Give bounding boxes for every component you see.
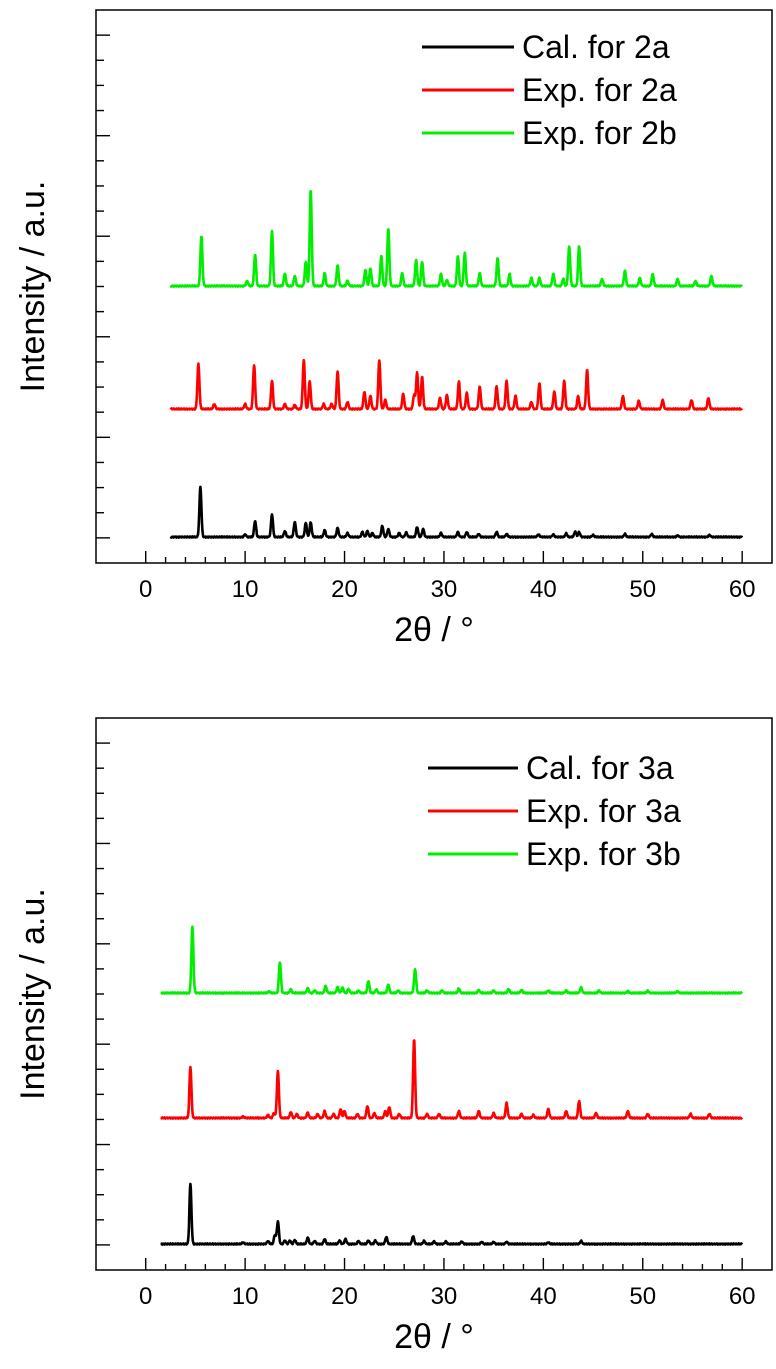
- y-axis-label: Intensity / a.u.: [14, 888, 52, 1100]
- series-line-1: [159, 1182, 744, 1246]
- chart-panel-1: 0 10 20 30 40 50 60 2θ / ° Intensity / a.u. Cal. …: [14, 9, 773, 649]
- chart-panel-2: 0 10 20 30 40 50 60 2θ / ° Intensity / a.u. Cal. …: [14, 717, 773, 1356]
- legend-entry-3: Exp. for 2b: [522, 115, 677, 151]
- x-tick-label: 50: [629, 1283, 656, 1310]
- x-tick-label: 60: [729, 576, 756, 603]
- legend-entry-1: Cal. for 3a: [526, 750, 674, 786]
- series-line-2: [159, 1039, 744, 1120]
- x-tick-label: 20: [331, 1283, 358, 1310]
- series-line-3: [169, 190, 744, 288]
- x-tick-label: 40: [530, 576, 557, 603]
- legend-entry-2: Exp. for 2a: [522, 72, 677, 108]
- y-axis-label: Intensity / a.u.: [14, 181, 52, 393]
- legend-entry-1: Cal. for 2a: [522, 29, 670, 65]
- x-tick-label: 60: [729, 1283, 756, 1310]
- x-tick-label: 10: [232, 1283, 259, 1310]
- x-tick-label: 10: [232, 576, 259, 603]
- legend-entry-3: Exp. for 3b: [526, 836, 681, 872]
- series-line-2: [169, 358, 744, 411]
- x-tick-label: 50: [629, 576, 656, 603]
- series-line-1: [169, 485, 744, 539]
- x-tick-label: 40: [530, 1283, 557, 1310]
- x-tick-label: 0: [139, 576, 152, 603]
- x-axis-label: 2θ / °: [394, 611, 474, 649]
- legend-entry-2: Exp. for 3a: [526, 793, 681, 829]
- series-line-3: [159, 925, 744, 995]
- x-tick-label: 20: [331, 576, 358, 603]
- x-axis-label: 2θ / °: [394, 1318, 474, 1356]
- x-tick-label: 30: [431, 1283, 458, 1310]
- x-tick-label: 0: [139, 1283, 152, 1310]
- x-tick-label: 30: [431, 576, 458, 603]
